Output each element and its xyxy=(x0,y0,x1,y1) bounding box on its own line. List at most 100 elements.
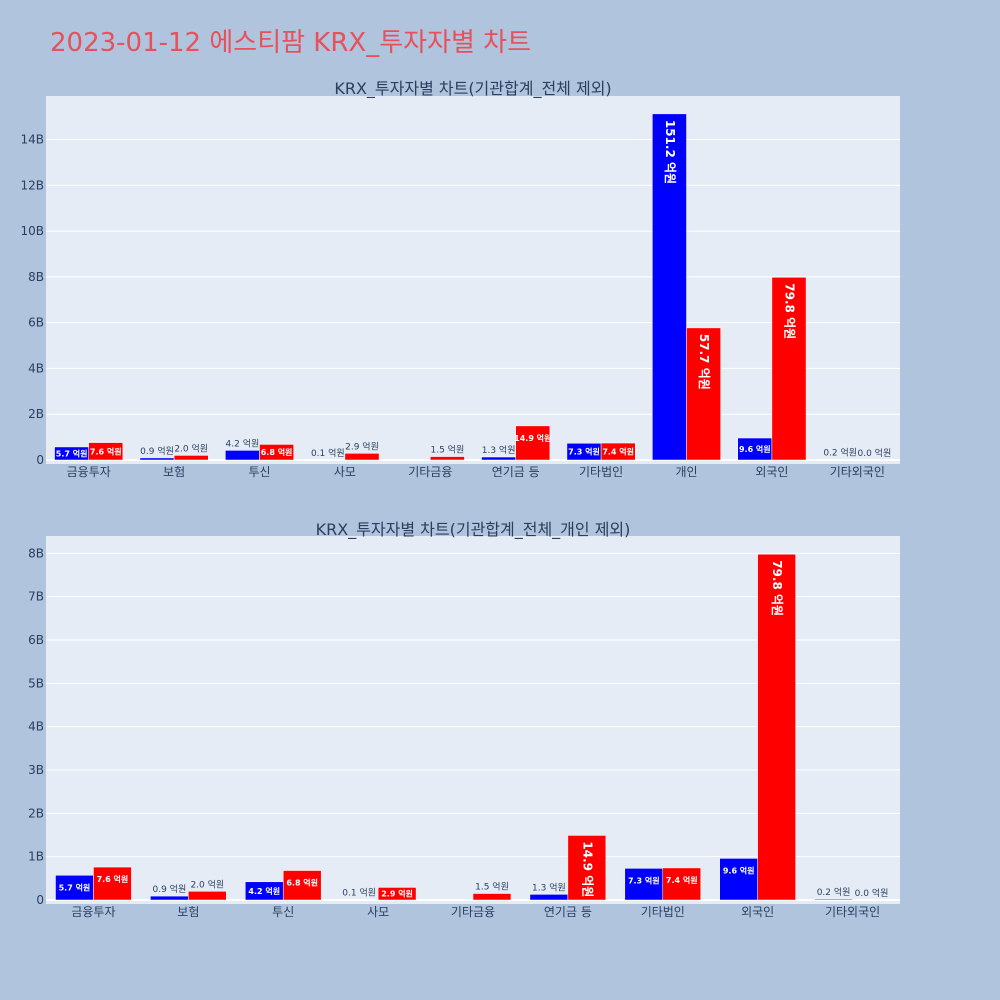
data-label: 6.8 억원 xyxy=(286,878,318,888)
data-label: 1.5 억원 xyxy=(431,444,465,456)
data-label: 14.9 억원 xyxy=(580,841,594,897)
data-label: 1.5 억원 xyxy=(475,881,509,893)
y-tick-label: 0 xyxy=(36,453,44,467)
x-tick-label: 기타외국인 xyxy=(825,905,880,919)
page-title: 2023-01-12 에스티팜 KRX_투자자별 차트 xyxy=(50,28,532,58)
bottom-bar-chart: KRX_투자자별 차트(기관합계_전체_개인 제외) 0 1B 2B 3B 4B 5B 6B 7… xyxy=(28,520,900,919)
y-tick-label: 12B xyxy=(20,178,44,192)
data-label: 9.6 억원 xyxy=(739,444,771,454)
bar xyxy=(567,835,607,901)
data-label: 9.6 억원 xyxy=(723,865,755,875)
bar xyxy=(377,887,417,901)
x-tick-label: 투신 xyxy=(272,905,294,919)
data-label: 0.1 억원 xyxy=(311,447,345,459)
data-label: 79.8 억원 xyxy=(770,560,784,616)
y-tick-label: 1B xyxy=(28,850,44,864)
data-label: 6.8 억원 xyxy=(261,447,293,457)
data-label: 7.3 억원 xyxy=(628,875,660,885)
data-label: 7.4 억원 xyxy=(666,875,698,885)
y-tick-label: 8B xyxy=(28,270,44,284)
data-label: 0.0 억원 xyxy=(858,447,892,459)
data-label: 4.2 억원 xyxy=(248,886,280,896)
y-tick-label: 14B xyxy=(20,132,44,146)
bar xyxy=(259,444,294,461)
data-label: 151.2 억원 xyxy=(663,120,677,184)
bar xyxy=(529,894,569,901)
x-tick-label: 외국인 xyxy=(755,465,788,479)
data-label: 0.0 억원 xyxy=(855,887,889,899)
bar xyxy=(814,898,853,901)
x-tick-label: 사모 xyxy=(334,465,356,479)
bar xyxy=(344,453,380,461)
bar xyxy=(719,858,758,901)
bar xyxy=(481,456,516,461)
plot-area xyxy=(46,96,900,464)
data-label: 5.7 억원 xyxy=(56,448,88,458)
x-tick-label: 연기금 등 xyxy=(544,905,592,919)
bar xyxy=(173,455,209,461)
data-label: 0.9 억원 xyxy=(152,883,186,895)
x-tick-label: 금융투자 xyxy=(67,465,111,479)
bar xyxy=(88,442,124,461)
bar xyxy=(600,442,636,461)
x-tick-label: 개인 xyxy=(675,465,697,479)
data-label: 7.6 억원 xyxy=(90,446,122,456)
bar xyxy=(624,868,664,901)
y-tick-label: 2B xyxy=(28,407,44,421)
bar xyxy=(515,425,551,461)
data-label: 5.7 억원 xyxy=(59,882,91,892)
bar xyxy=(686,327,721,461)
x-tick-label: 사모 xyxy=(367,905,389,919)
bar xyxy=(55,875,94,901)
x-tick-label: 기타금융 xyxy=(451,905,495,919)
data-label: 0.2 억원 xyxy=(823,447,857,459)
chart-title: KRX_투자자별 차트(기관합계_전체_개인 제외) xyxy=(316,520,631,540)
bar xyxy=(652,113,687,461)
bar xyxy=(188,891,227,901)
data-label: 0.9 억원 xyxy=(140,445,174,457)
bar xyxy=(282,870,322,901)
data-label: 14.9 억원 xyxy=(514,433,551,443)
bar xyxy=(430,456,465,461)
x-tick-label: 기타법인 xyxy=(641,905,685,919)
x-tick-label: 연기금 등 xyxy=(492,465,540,479)
chart-title: KRX_투자자별 차트(기관합계_전체 제외) xyxy=(334,79,611,99)
bar xyxy=(93,866,132,901)
top-bar-chart: KRX_투자자별 차트(기관합계_전체 제외) 0 2B 4B 6B 8B 10B 12B 14… xyxy=(20,79,900,479)
x-tick-label: 투신 xyxy=(248,465,270,479)
data-label: 7.6 억원 xyxy=(97,874,129,884)
y-tick-label: 10B xyxy=(20,224,44,238)
data-label: 0.2 억원 xyxy=(817,886,851,898)
data-label: 2.9 억원 xyxy=(381,889,413,899)
data-label: 79.8 억원 xyxy=(782,283,796,339)
y-tick-label: 6B xyxy=(28,633,44,647)
y-tick-label: 2B xyxy=(28,806,44,820)
data-label: 0.1 억원 xyxy=(342,887,376,899)
x-tick-label: 기타금융 xyxy=(408,465,452,479)
bar xyxy=(225,450,260,461)
bar xyxy=(757,553,796,901)
y-tick-label: 4B xyxy=(28,361,44,375)
x-tick-label: 외국인 xyxy=(741,905,774,919)
data-label: 1.3 억원 xyxy=(532,881,566,893)
data-label: 1.3 억원 xyxy=(482,444,516,456)
data-label: 57.7 억원 xyxy=(697,334,711,390)
y-tick-label: 3B xyxy=(28,763,44,777)
data-label: 7.4 억원 xyxy=(602,447,634,457)
y-tick-label: 7B xyxy=(28,590,44,604)
data-label: 7.3 억원 xyxy=(568,447,600,457)
bar xyxy=(472,893,512,901)
bar xyxy=(771,277,807,461)
bar xyxy=(139,457,175,461)
y-tick-label: 8B xyxy=(28,546,44,560)
x-tick-label: 기타법인 xyxy=(579,465,623,479)
y-tick-label: 4B xyxy=(28,720,44,734)
data-label: 4.2 억원 xyxy=(226,437,260,449)
x-tick-label: 보험 xyxy=(177,905,199,919)
x-tick-label: 금융투자 xyxy=(71,905,115,919)
data-label: 2.0 억원 xyxy=(174,442,208,454)
x-tick-label: 보험 xyxy=(163,465,185,479)
y-tick-label: 5B xyxy=(28,676,44,690)
y-tick-label: 6B xyxy=(28,316,44,330)
bar xyxy=(662,867,701,901)
